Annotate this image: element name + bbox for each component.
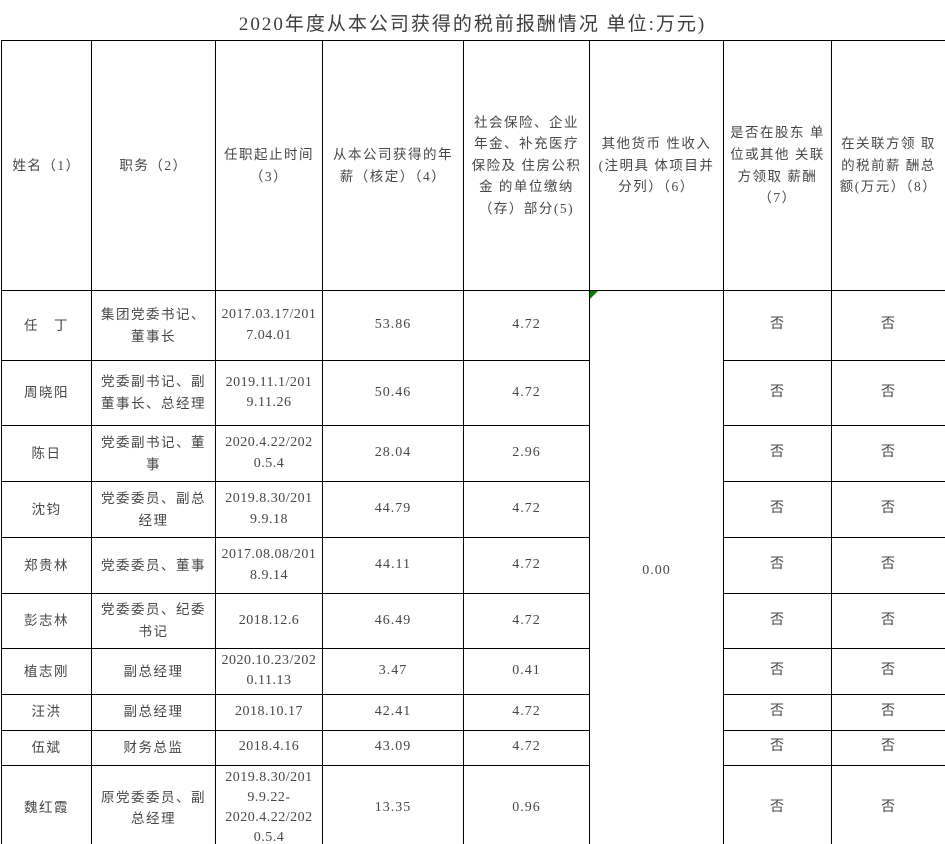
cell-name: 陈日 [1,425,92,482]
header-position: 职务（2） [91,40,216,291]
cell-term: 2018.4.16 [215,729,323,766]
cell-term: 2020.4.22/2020.5.4 [215,425,323,482]
cell-position: 财务总监 [91,729,216,766]
table-row: 周晓阳 党委副书记、副董事长、总经理 2019.11.1/2019.11.26 … [1,360,945,426]
table-row: 郑贵林 党委委员、董事 2017.08.08/2018.9.14 44.11 4… [1,537,945,594]
cell-shareholder-pay: 否 [723,537,832,594]
cell-related-total: 否 [831,593,945,649]
cell-term: 2019.11.1/2019.11.26 [215,360,323,426]
compensation-table: 姓名（1） 职务（2） 任职起止时间（3） 从本公司获得的年薪（核定）（4） 社… [1,40,945,844]
header-shareholder-pay: 是否在股东 单位或其他 关联方领取 薪酬（7） [723,40,832,291]
table-row: 植志刚 副总经理 2020.10.23/2020.11.13 3.47 0.41… [1,648,945,695]
cell-salary: 43.09 [322,729,464,766]
table-row: 任 丁 集团党委书记、董事长 2017.03.17/2017.04.01 53.… [1,290,945,844]
cell-related-total: 否 [831,648,945,695]
cell-social: 4.72 [463,693,590,731]
cell-shareholder-pay: 否 [723,360,832,426]
cell-term: 2019.8.30/2019.9.22- 2020.4.22/2020.5.4 [215,764,323,844]
cell-salary: 28.04 [322,425,464,482]
error-triangle-icon [590,291,598,299]
cell-related-total: 否 [831,290,945,361]
cell-name: 沈钧 [1,481,92,538]
cell-term: 2020.10.23/2020.11.13 [215,648,323,695]
cell-position: 党委副书记、副董事长、总经理 [91,360,216,426]
cell-position: 党委委员、纪委书记 [91,593,216,649]
cell-shareholder-pay: 否 [723,593,832,649]
cell-social: 2.96 [463,425,590,482]
cell-social: 4.72 [463,593,590,649]
cell-position: 党委副书记、董事 [91,425,216,482]
cell-social: 0.96 [463,764,590,844]
cell-position: 原党委委员、副总经理 [91,764,216,844]
cell-salary: 42.41 [322,693,464,731]
cell-related-total: 否 [831,425,945,482]
cell-related-total: 否 [831,729,945,766]
table-row: 彭志林 党委委员、纪委书记 2018.12.6 46.49 4.72 否 否 [1,593,945,649]
cell-social: 4.72 [463,360,590,426]
cell-salary: 46.49 [322,593,464,649]
cell-name: 任 丁 [1,290,92,361]
table-row: 魏红霞 原党委委员、副总经理 2019.8.30/2019.9.22- 2020… [1,764,945,844]
page-title: 2020年度从本公司获得的税前报酬情况 单位:万元) [238,14,707,35]
cell-related-total: 否 [831,481,945,538]
cell-name: 植志刚 [1,648,92,695]
cell-salary: 53.86 [322,290,464,361]
cell-term: 2017.03.17/2017.04.01 [215,290,323,361]
table-row: 沈钧 党委委员、副总经理 2019.8.30/2019.9.18 44.79 4… [1,481,945,538]
cell-shareholder-pay: 否 [723,481,832,538]
cell-social: 4.72 [463,481,590,538]
cell-related-total: 否 [831,360,945,426]
cell-salary: 13.35 [322,764,464,844]
cell-name: 汪洪 [1,693,92,731]
cell-name: 魏红霞 [1,764,92,844]
cell-name: 彭志林 [1,593,92,649]
cell-related-total: 否 [831,693,945,731]
cell-term: 2018.10.17 [215,693,323,731]
header-related-total: 在关联方领 取的税前薪 酬总额(万元）（8） [831,40,945,291]
cell-social: 4.72 [463,729,590,766]
cell-social: 4.72 [463,537,590,594]
cell-salary: 44.11 [322,537,464,594]
cell-shareholder-pay: 否 [723,290,832,361]
cell-other-income: 0.00 [589,290,724,844]
cell-position: 党委委员、董事 [91,537,216,594]
header-salary: 从本公司获得的年薪（核定）（4） [322,40,464,291]
cell-term: 2018.12.6 [215,593,323,649]
cell-shareholder-pay: 否 [723,729,832,766]
cell-name: 郑贵林 [1,537,92,594]
table-header-row: 姓名（1） 职务（2） 任职起止时间（3） 从本公司获得的年薪（核定）（4） 社… [1,40,945,291]
cell-position: 党委委员、副总经理 [91,481,216,538]
cell-social: 0.41 [463,648,590,695]
cell-position: 集团党委书记、董事长 [91,290,216,361]
cell-shareholder-pay: 否 [723,648,832,695]
cell-shareholder-pay: 否 [723,425,832,482]
cell-salary: 3.47 [322,648,464,695]
cell-shareholder-pay: 否 [723,693,832,731]
cell-related-total: 否 [831,537,945,594]
cell-term: 2019.8.30/2019.9.18 [215,481,323,538]
cell-name: 周晓阳 [1,360,92,426]
cell-related-total: 否 [831,764,945,844]
cell-name: 伍斌 [1,729,92,766]
table-row: 伍斌 财务总监 2018.4.16 43.09 4.72 否 否 [1,729,945,766]
cell-position: 副总经理 [91,648,216,695]
other-income-value: 0.00 [642,562,671,578]
header-social-insurance: 社会保险、企业年金、补充医疗保险及 住房公积金 的单位缴纳（存）部分(5) [463,40,590,291]
cell-social: 4.72 [463,290,590,361]
cell-term: 2017.08.08/2018.9.14 [215,537,323,594]
header-name: 姓名（1） [1,40,92,291]
cell-shareholder-pay: 否 [723,764,832,844]
cell-salary: 50.46 [322,360,464,426]
header-term: 任职起止时间（3） [215,40,323,291]
table-row: 汪洪 副总经理 2018.10.17 42.41 4.72 否 否 [1,693,945,731]
table-row: 陈日 党委副书记、董事 2020.4.22/2020.5.4 28.04 2.9… [1,425,945,482]
cell-position: 副总经理 [91,693,216,731]
header-other-income: 其他货币 性收入 (注明具 体项目并 分列）（6） [589,40,724,291]
cell-salary: 44.79 [322,481,464,538]
